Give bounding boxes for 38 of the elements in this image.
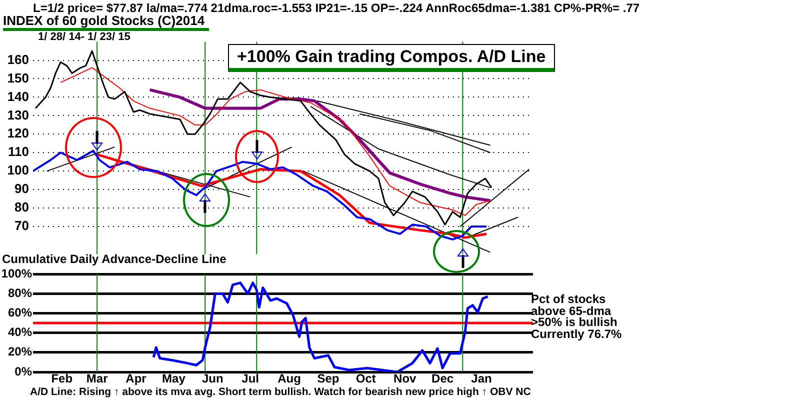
x-tick-label: Oct [356,372,376,386]
x-tick-label: Jan [471,372,492,386]
x-tick-label: Mar [86,372,108,386]
annotation: >50% is bullish [531,315,618,329]
annotation: Currently 76.7% [531,326,622,340]
x-tick-label: Nov [394,372,417,386]
annotation: 1/ 28/ 14- 1/ 23/ 15 [38,31,130,43]
text: A/D Line: Rising ↑ above its mva avg. Short term bullish. Watch for bearish new price high ↑ OBV NC [30,386,531,398]
y-tick-label: 110 [8,144,29,160]
x-tick-label: Dec [432,372,454,386]
x-tick-label: Aug [278,372,301,386]
y-tick-label: 100 [7,162,29,178]
y-tick-label: 60% [8,306,32,320]
x-tick-label: Jul [242,372,260,386]
y-tick-label: 100% [1,266,32,280]
annotation: above 65-dma [531,304,612,318]
y-tick-label: 0% [14,364,32,378]
chart-title: Cumulative Daily Advance-Decline Line [2,252,226,266]
y-tick-label: 40% [8,325,32,340]
x-tick-label: Feb [51,372,73,386]
chart-title: L=1/2 price= $77.87 la/ma=.774 21dma.roc=-1.553 IP21=-.15 OP=-.224 AnnRoc65dma=-1.381 CP%-PR%= .77 [33,1,640,15]
annotation: Pct of stocks [531,292,606,306]
x-tick-label: Jun [202,372,224,386]
y-tick-label: 140 [7,88,29,104]
y-tick-label: 130 [7,107,29,122]
y-tick-label: 150 [7,70,29,86]
x-tick-label: May [162,372,186,386]
y-tick-label: 90 [14,181,29,196]
y-tick-label: 20% [8,344,32,359]
x-tick-label: Sep [317,372,340,386]
y-tick-label: 160 [7,52,29,67]
annotation: +100% Gain trading Compos. A/D Line [228,44,555,72]
x-tick-label: Apr [126,372,147,386]
chart-subtitle: INDEX of 60 gold Stocks (C)2014 [3,13,209,31]
y-tick-label: 80 [14,200,29,215]
y-tick-label: 70 [14,218,29,234]
y-tick-label: 120 [7,126,29,141]
y-tick-label: 80% [8,286,32,300]
